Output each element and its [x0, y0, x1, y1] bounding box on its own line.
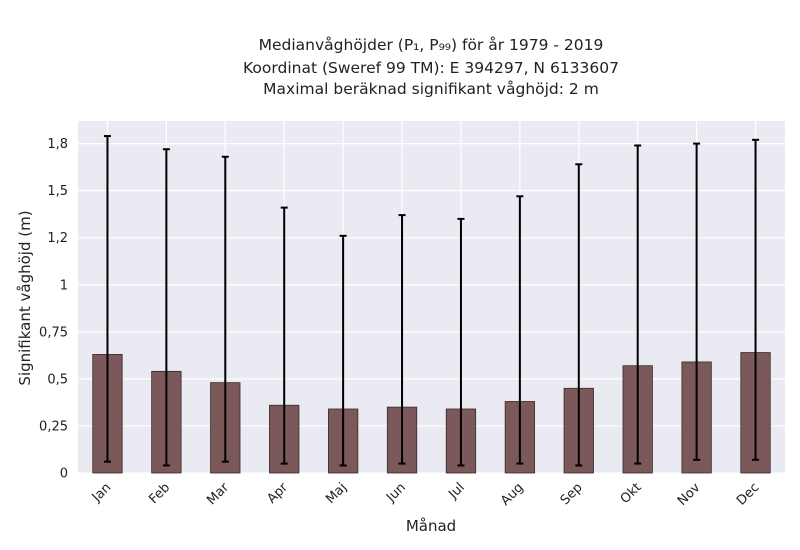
errorbar	[634, 144, 642, 465]
x-tick-label: Okt	[618, 480, 645, 507]
chart-title-line-3: Maximal beräknad signifikant våghöjd: 2 …	[263, 80, 599, 98]
x-tick-label: Mar	[204, 480, 232, 508]
x-tick-label: Aug	[498, 480, 527, 509]
x-tick-label: Nov	[675, 480, 704, 509]
y-tick-label: 1,8	[47, 137, 68, 152]
x-tick-label: Apr	[265, 480, 292, 507]
y-axis-label: Signifikant våghöjd (m)	[16, 210, 34, 385]
y-tick-label: 0,25	[39, 419, 68, 434]
y-tick-labels: 0 0,25 0,5 0,75 1 1,2 1,5 1,8	[39, 137, 68, 481]
errorbar	[162, 148, 170, 467]
errorbar	[280, 206, 288, 465]
y-tick-label: 0	[60, 467, 68, 482]
errorbar-layer	[103, 135, 760, 467]
x-tick-labels: Jan Feb Mar Apr Maj Jun Jul Aug Sep Okt Nov Dec	[89, 480, 763, 509]
chart-title-line-1: Medianvåghöjder (P₁, P₉₉) för år 1979 - …	[258, 36, 604, 54]
x-tick-label: Feb	[146, 480, 173, 507]
errorbar	[752, 138, 760, 461]
x-tick-label: Jul	[445, 480, 467, 502]
plot-area	[78, 121, 785, 473]
x-tick-label: Sep	[558, 480, 586, 508]
errorbar	[398, 214, 406, 465]
errorbar	[693, 142, 701, 461]
errorbar	[575, 163, 583, 467]
y-tick-label: 1,2	[47, 231, 68, 246]
y-tick-label: 0,5	[47, 372, 68, 387]
x-axis-label: Månad	[406, 517, 456, 535]
x-tick-label: Maj	[323, 480, 350, 507]
errorbar	[103, 135, 111, 463]
chart-title-line-2: Koordinat (Sweref 99 TM): E 394297, N 61…	[243, 59, 619, 77]
errorbar	[516, 195, 524, 465]
x-tick-label: Dec	[734, 480, 762, 508]
y-tick-label: 1	[60, 278, 68, 293]
errorbar	[457, 217, 465, 467]
y-tick-label: 1,5	[47, 184, 68, 199]
y-tick-label: 0,75	[39, 325, 68, 340]
x-tick-label: Jun	[383, 480, 409, 506]
errorbar	[221, 155, 229, 463]
errorbar	[339, 234, 347, 467]
x-tick-label: Jan	[89, 480, 114, 505]
